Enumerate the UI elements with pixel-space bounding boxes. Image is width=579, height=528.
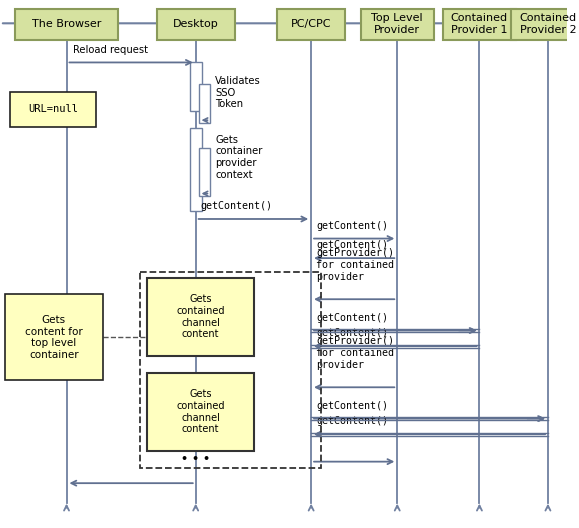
FancyBboxPatch shape xyxy=(15,8,118,40)
FancyBboxPatch shape xyxy=(146,278,254,356)
Text: getContent(): getContent() xyxy=(316,328,388,338)
Text: Top Level
Provider: Top Level Provider xyxy=(372,14,423,35)
FancyBboxPatch shape xyxy=(361,8,434,40)
Bar xyxy=(190,128,201,211)
FancyBboxPatch shape xyxy=(5,294,102,381)
Text: getContent(): getContent() xyxy=(316,240,388,250)
FancyBboxPatch shape xyxy=(443,8,516,40)
Text: The Browser: The Browser xyxy=(32,20,101,29)
Bar xyxy=(199,84,210,123)
Text: Gets
container
provider
context: Gets container provider context xyxy=(215,135,263,180)
Text: Reload request: Reload request xyxy=(74,44,148,54)
Text: Gets
content for
top level
container: Gets content for top level container xyxy=(25,315,83,360)
Text: getContent(): getContent() xyxy=(316,313,388,323)
FancyBboxPatch shape xyxy=(156,8,235,40)
Text: Contained
Provider 1: Contained Provider 1 xyxy=(451,14,508,35)
Text: getProvider()
for contained
provider: getProvider() for contained provider xyxy=(316,248,394,281)
Text: Validates
SSO
Token: Validates SSO Token xyxy=(215,76,261,109)
Text: getContent(): getContent() xyxy=(316,417,388,427)
Text: Gets
contained
channel
content: Gets contained channel content xyxy=(177,295,225,339)
Text: PC/CPC: PC/CPC xyxy=(291,20,331,29)
Text: URL=null: URL=null xyxy=(28,105,78,115)
Bar xyxy=(190,62,201,111)
Text: getContent(): getContent() xyxy=(200,201,273,211)
FancyBboxPatch shape xyxy=(511,8,579,40)
FancyBboxPatch shape xyxy=(10,92,96,127)
FancyBboxPatch shape xyxy=(277,8,346,40)
Text: Gets
contained
channel
content: Gets contained channel content xyxy=(177,389,225,434)
Text: getContent(): getContent() xyxy=(316,221,388,231)
Bar xyxy=(199,147,210,196)
Text: Contained
Provider 2: Contained Provider 2 xyxy=(519,14,577,35)
Text: getContent(): getContent() xyxy=(316,401,388,411)
Text: Desktop: Desktop xyxy=(173,20,218,29)
Text: getProvider()
for contained
provider: getProvider() for contained provider xyxy=(316,336,394,370)
FancyBboxPatch shape xyxy=(146,373,254,451)
Text: • • •: • • • xyxy=(181,454,210,464)
